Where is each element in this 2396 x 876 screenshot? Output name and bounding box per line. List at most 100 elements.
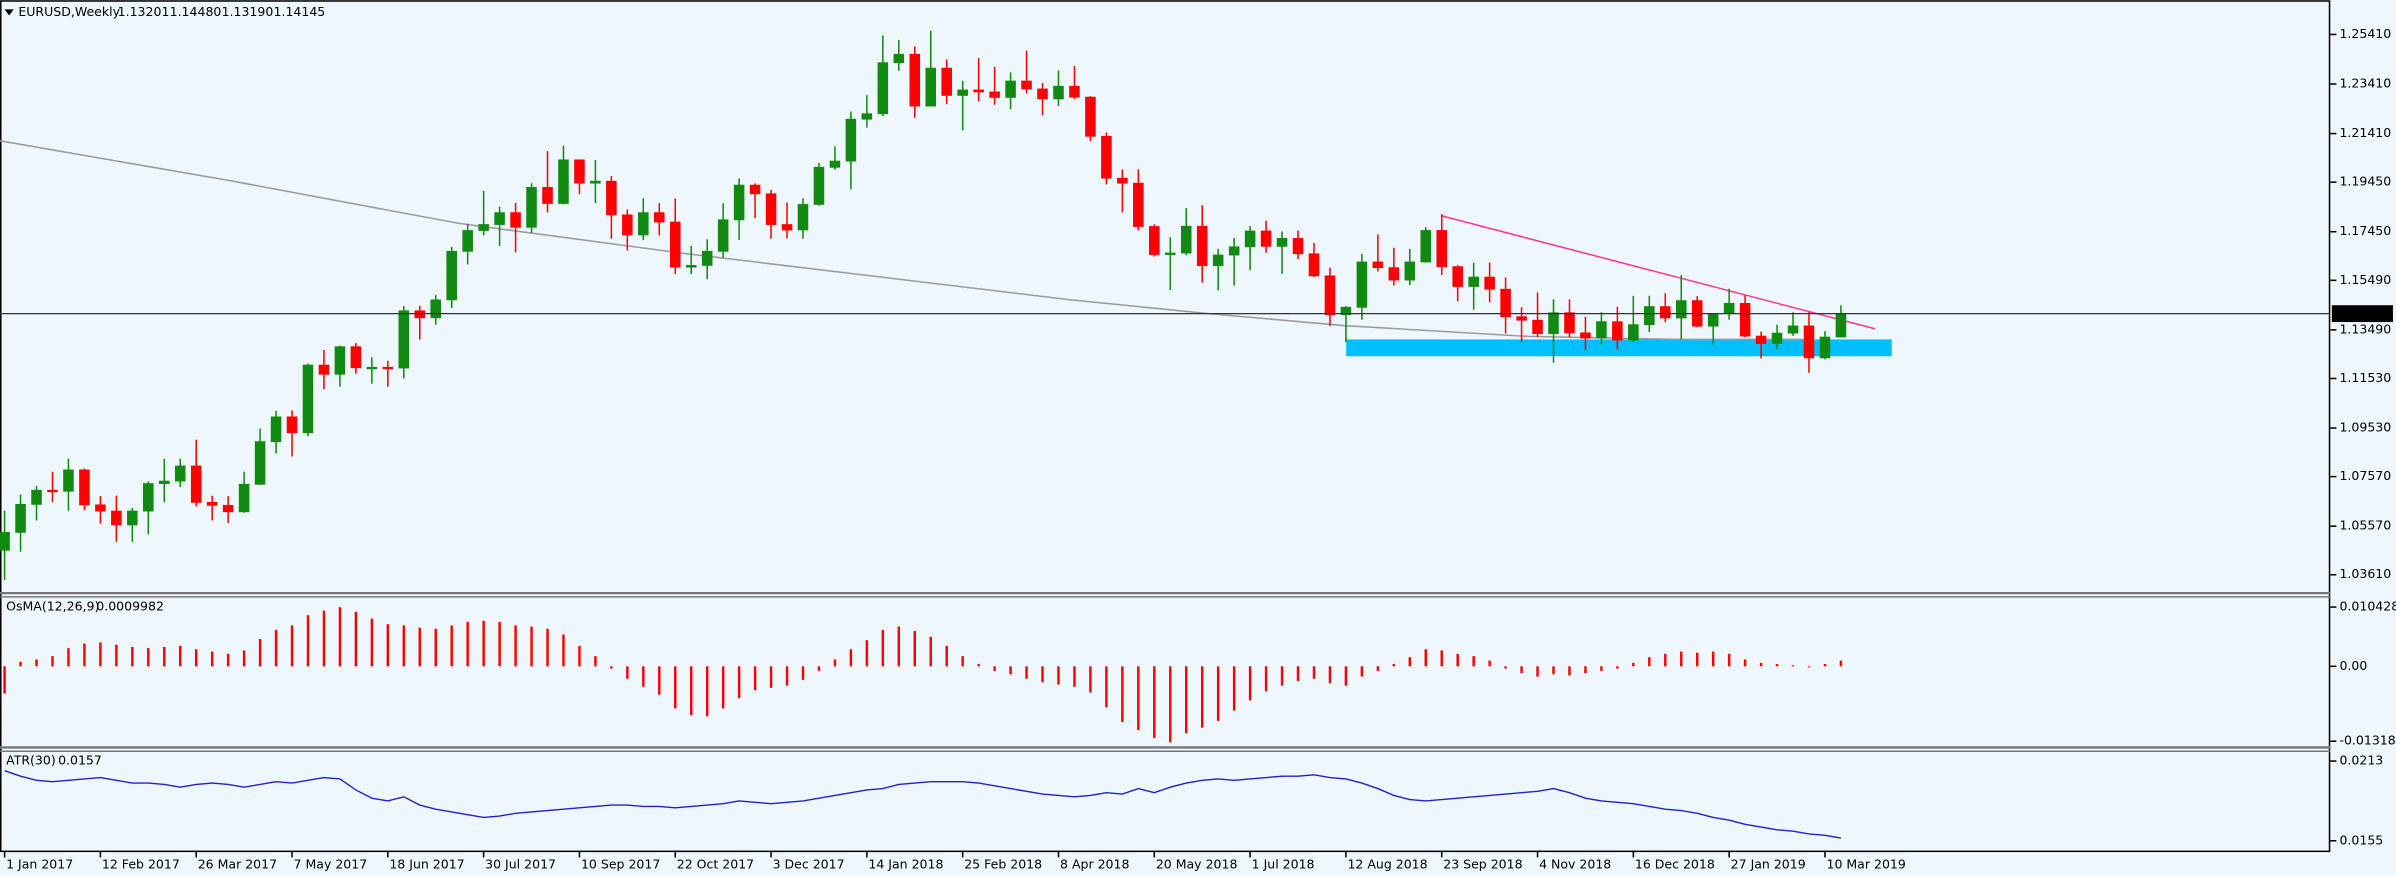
indicator-name: ATR(30) [6,753,56,768]
candle-body [909,53,921,107]
candle-body [1835,313,1847,338]
candle-body [1228,246,1240,256]
y-tick-label: 1.21410 [2339,125,2391,140]
candle-body [574,159,585,184]
candle-body [334,346,346,375]
candle-body [1484,276,1495,290]
candle-body [1404,261,1416,281]
candle-body [1548,312,1559,334]
candle-body [270,416,282,443]
y-tick-label: 1.15490 [2339,272,2391,287]
candle-body [1117,177,1128,184]
candle-body [1660,306,1671,319]
candle-body [1005,80,1016,98]
x-tick-label: 20 May 2018 [1156,857,1238,872]
x-tick-label: 26 Mar 2017 [198,857,277,872]
candle-body [861,113,873,120]
candle-body [1819,336,1831,359]
candle-body [526,186,537,228]
trend-line [1440,214,1876,330]
x-tick-label: 25 Feb 2018 [964,857,1042,872]
x-tick-label: 1 Jan 2017 [6,857,73,872]
candle-body [1564,312,1575,334]
candle-body [31,489,42,505]
candle-body [286,416,298,434]
candle-body [622,214,633,236]
price-marker [2331,305,2393,323]
support-zone [1346,339,1892,357]
candle-body [717,219,729,252]
candle-body [877,62,889,115]
candle-body [749,184,761,195]
y-tick-label: 0.00 [2339,658,2367,673]
x-tick-label: 18 Jun 2017 [389,857,464,872]
ohlc-label: 1.13201 [118,4,170,19]
indicator-value: 0.0157 [58,753,102,768]
candle-body [1787,325,1799,334]
candle-body [797,204,809,231]
candle-body [63,469,74,492]
candle-body [1244,230,1256,248]
x-tick-label: 22 Oct 2017 [677,857,754,872]
candle-body [1628,324,1639,341]
price-marker-label: 1.14145 [2338,305,2390,320]
candle-body [15,503,26,533]
y-tick-label: 0.0155 [2339,832,2383,847]
candle-body [414,310,426,319]
x-tick-label: 4 Nov 2018 [1539,857,1611,872]
candle-body [1069,85,1080,98]
x-tick-label: 10 Sep 2017 [581,857,660,872]
candle-body [1755,335,1767,344]
candle-body [462,230,473,252]
candle-body [1803,325,1815,359]
candle-body [127,510,138,526]
candle-body [79,469,90,506]
candle-body [1372,261,1384,269]
candle-body [510,212,521,228]
candle-body [238,483,250,513]
candle-body [542,186,553,204]
candle-body [606,180,617,216]
candle-body [590,180,601,184]
candle-body [1596,321,1607,339]
x-tick-label: 8 Apr 2018 [1060,857,1129,872]
indicator-line [4,770,1842,839]
candle-body [1340,306,1352,316]
x-tick-label: 12 Aug 2018 [1347,857,1427,872]
candle-body [654,212,665,223]
candle-body [1101,135,1112,179]
candle-body [1133,182,1144,227]
x-tick-label: 27 Jan 2019 [1731,857,1806,872]
candle-body [1612,321,1623,341]
indicator-value: 0.0009982 [96,598,164,613]
y-tick-label: 1.09530 [2339,420,2391,435]
y-tick-label: 1.17450 [2339,223,2391,238]
x-tick-label: 23 Sep 2018 [1443,857,1522,872]
candle-body [973,89,984,93]
candle-body [1580,332,1591,339]
y-tick-label: 0.0213 [2339,753,2383,768]
candle-body [1164,252,1176,255]
candle-body [382,366,394,370]
candle-body [1324,275,1336,316]
x-tick-label: 3 Dec 2017 [773,857,845,872]
candle-body [1292,238,1304,255]
x-tick-label: 10 Mar 2019 [1826,857,1905,872]
candle-body [701,250,713,266]
candle-body [941,67,952,96]
candle-body [957,89,968,96]
candle-body [1276,238,1288,247]
candle-body [446,250,457,301]
candle-body [638,212,649,236]
candle-body [318,364,330,375]
y-tick-label: 1.23410 [2339,76,2391,91]
y-tick-label: 1.13490 [2339,321,2391,336]
x-tick-label: 7 May 2017 [294,857,368,872]
candle-body [1308,253,1320,277]
candle-body [669,221,681,268]
menu-arrow[interactable] [4,9,14,16]
x-tick-label: 14 Jan 2018 [868,857,943,872]
candle-body [781,224,793,231]
candle-body [829,160,841,168]
